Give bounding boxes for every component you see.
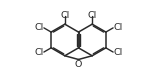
Text: Cl: Cl bbox=[60, 11, 69, 20]
Text: Cl: Cl bbox=[34, 23, 43, 32]
Text: Cl: Cl bbox=[114, 48, 123, 57]
Text: Cl: Cl bbox=[34, 48, 43, 57]
Text: O: O bbox=[75, 60, 82, 69]
Text: Cl: Cl bbox=[114, 23, 123, 32]
Text: Cl: Cl bbox=[88, 11, 97, 20]
